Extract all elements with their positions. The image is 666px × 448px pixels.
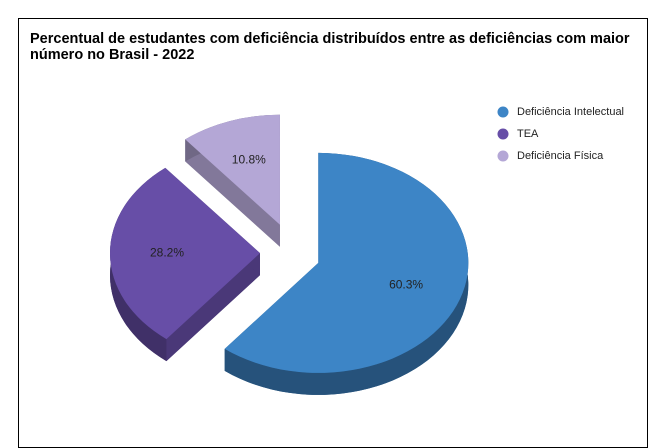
legend-label: Deficiência Física (517, 150, 604, 162)
slice-label: 28.2% (150, 246, 184, 260)
pie-slice (185, 114, 280, 225)
chart-title: Percentual de estudantes com deficiência… (30, 31, 630, 63)
pie-slice (224, 152, 469, 373)
slice-label: 10.8% (232, 153, 266, 167)
pie-slice (110, 167, 261, 340)
slice-label: 60.3% (389, 278, 423, 292)
legend-swatch (497, 106, 509, 118)
page: {"chart_data": {"type": "pie3d", "title"… (18, 18, 648, 448)
legend-swatch (497, 150, 509, 162)
chart: 60.3% 28.2% 10.8% Deficiência Intelectual TE… (110, 106, 624, 395)
legend-swatch (497, 128, 509, 140)
legend-label: Deficiência Intelectual (517, 106, 624, 118)
slice-edge (166, 253, 261, 362)
slice-wall (224, 152, 469, 395)
slice-edge (185, 139, 280, 247)
legend-label: TEA (517, 128, 539, 140)
